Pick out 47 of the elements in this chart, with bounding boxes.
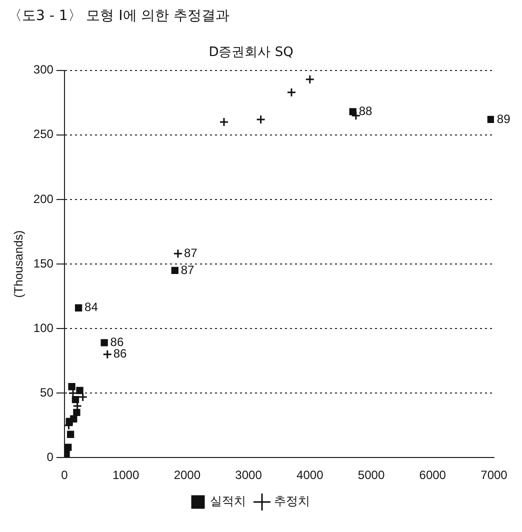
x-tick-label: 0 xyxy=(61,468,68,482)
chart-subtitle: D증권회사 SQ xyxy=(208,44,294,60)
chart-title: 〈도3 - 1〉 모형 I에 의한 추정결과 xyxy=(8,8,230,24)
point xyxy=(74,304,82,312)
y-axis-title: (Thousands) xyxy=(12,230,26,298)
point xyxy=(76,386,84,394)
annotation: 88 xyxy=(358,104,373,118)
point xyxy=(305,74,315,84)
point xyxy=(286,88,296,98)
x-tick-label: 1000 xyxy=(112,468,140,482)
annotation: 86 xyxy=(113,346,128,361)
point xyxy=(173,248,183,258)
x-tick-label: 4000 xyxy=(296,468,324,482)
point xyxy=(64,450,70,458)
point xyxy=(64,444,72,451)
y-tick-label: 50 xyxy=(40,385,54,400)
x-tick-label: 7000 xyxy=(480,468,508,482)
y-tick-label: 150 xyxy=(33,256,54,270)
y-tick-label: 250 xyxy=(33,127,54,142)
y-tick-label: 300 xyxy=(33,62,54,77)
point xyxy=(256,114,266,124)
point xyxy=(487,116,494,124)
point xyxy=(102,350,112,360)
annotation: 87 xyxy=(184,246,198,260)
y-tick-label: 100 xyxy=(33,320,54,335)
y-tick-label: 200 xyxy=(33,192,54,206)
annotation: 89 xyxy=(496,112,511,126)
annotation: 87 xyxy=(180,262,195,277)
legend-label: 추정치 xyxy=(274,494,310,508)
point xyxy=(78,392,88,402)
x-tick-label: 6000 xyxy=(419,468,446,482)
point xyxy=(70,415,78,422)
point xyxy=(68,383,76,390)
point xyxy=(349,108,356,116)
point xyxy=(100,339,108,346)
annotation: 86 xyxy=(110,335,124,350)
x-tick-label: 3000 xyxy=(235,468,262,482)
point xyxy=(171,266,178,274)
x-tick-label: 5000 xyxy=(358,468,385,482)
annotation: 84 xyxy=(84,300,98,314)
point xyxy=(73,408,80,416)
point xyxy=(72,396,80,404)
point xyxy=(66,430,74,438)
legend-label: 실적치 xyxy=(210,494,246,508)
x-tick-label: 2000 xyxy=(174,468,201,482)
y-tick-label: 0 xyxy=(46,450,54,464)
point xyxy=(219,117,229,127)
